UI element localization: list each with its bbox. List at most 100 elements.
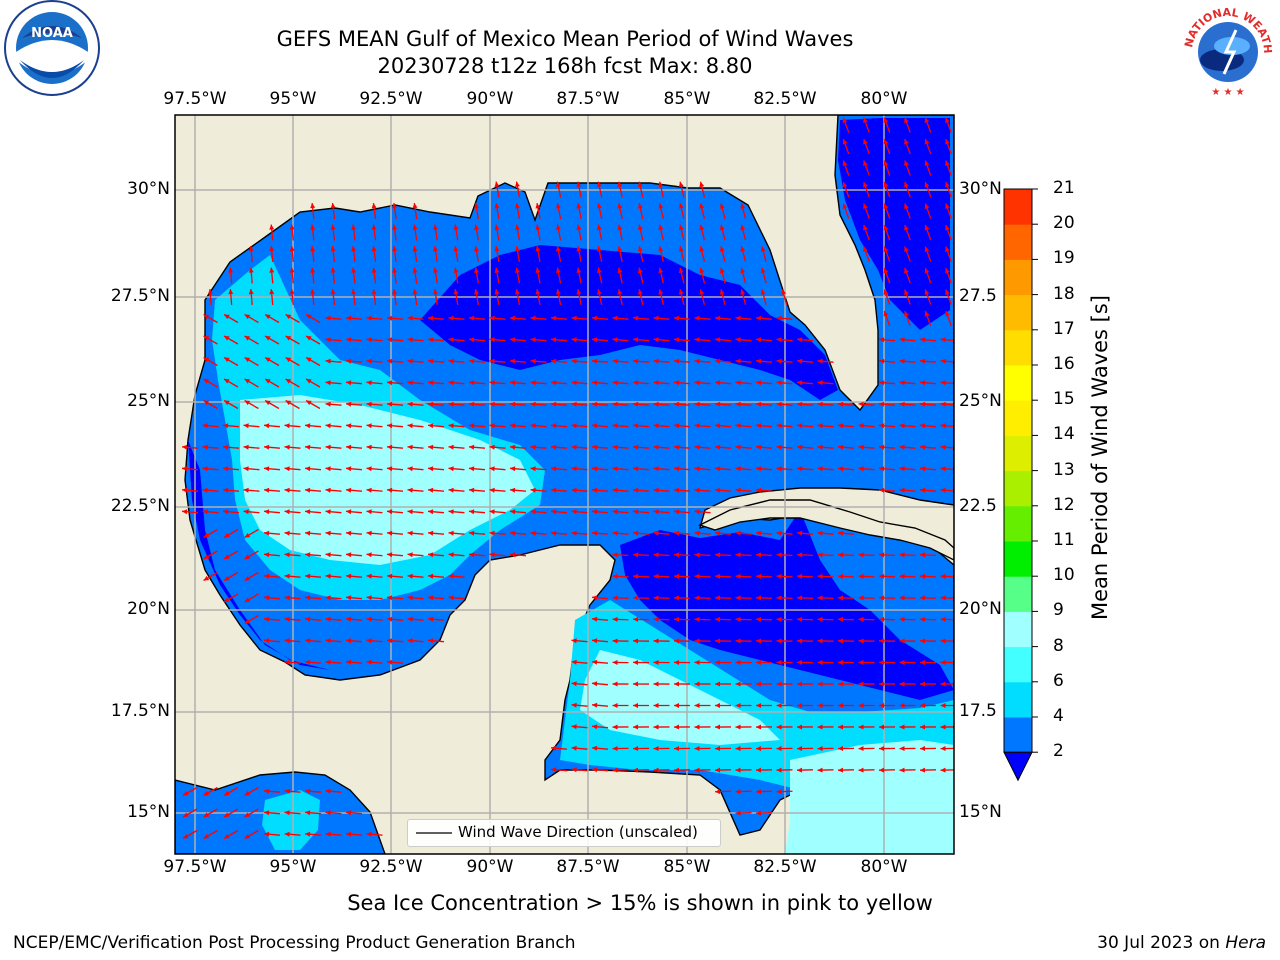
wind-arrow xyxy=(653,616,670,622)
wind-arrow xyxy=(632,595,650,601)
wind-arrow xyxy=(345,315,363,321)
wind-arrow xyxy=(878,746,896,752)
wind-arrow xyxy=(304,659,322,665)
wind-arrow xyxy=(515,267,521,284)
wind-arrow xyxy=(202,509,219,515)
wind-arrow xyxy=(304,444,322,450)
wind-arrow xyxy=(632,315,650,321)
wind-arrow xyxy=(673,724,691,730)
footer-host: Hera xyxy=(1225,933,1266,953)
wind-arrow xyxy=(904,224,911,241)
wind-arrow xyxy=(407,595,424,601)
wind-arrow xyxy=(919,423,937,429)
wind-arrow xyxy=(345,487,363,493)
chart-title: GEFS MEAN Gulf of Mexico Mean Period of … xyxy=(276,27,854,51)
wind-arrow xyxy=(203,378,218,388)
wind-arrow xyxy=(653,746,670,752)
wind-arrow xyxy=(632,703,650,709)
wind-arrow xyxy=(515,224,521,241)
wind-arrow xyxy=(325,788,342,794)
wind-arrow xyxy=(576,203,582,219)
wind-arrow xyxy=(919,552,937,558)
wind-arrow xyxy=(386,487,404,493)
wind-arrow xyxy=(796,358,814,364)
wind-arrow xyxy=(289,267,295,284)
wind-arrow xyxy=(612,444,629,450)
wind-arrow xyxy=(612,423,629,429)
wind-arrow xyxy=(612,638,629,644)
wind-arrow xyxy=(678,224,685,241)
wind-arrow xyxy=(653,659,670,665)
wind-arrow xyxy=(530,444,547,450)
wind-arrow xyxy=(694,358,711,364)
wind-arrow xyxy=(858,401,875,407)
wind-arrow xyxy=(678,289,685,305)
wind-arrow xyxy=(550,380,568,386)
wind-arrow xyxy=(945,117,952,133)
wind-arrow xyxy=(714,789,732,795)
wind-arrow xyxy=(530,358,547,364)
wind-arrow xyxy=(264,378,280,388)
footer-credit: NCEP/EMC/Verification Post Processing Pr… xyxy=(13,933,576,953)
wind-arrow xyxy=(883,203,891,219)
wind-arrow xyxy=(182,786,198,797)
wind-arrow xyxy=(919,681,937,687)
wind-arrow xyxy=(878,595,896,601)
wind-arrow xyxy=(392,267,398,284)
wind-arrow xyxy=(244,786,259,797)
wind-arrow xyxy=(576,246,582,262)
wind-arrow xyxy=(289,224,295,241)
wind-arrow xyxy=(571,423,588,429)
wind-arrow xyxy=(591,702,609,708)
wind-arrow xyxy=(714,595,732,601)
noaa-logo-text: NOAA xyxy=(31,26,73,41)
wind-arrow xyxy=(817,767,834,773)
wind-arrow xyxy=(755,595,773,601)
wind-arrow xyxy=(202,466,219,472)
wind-arrow xyxy=(223,399,239,410)
wind-arrow xyxy=(474,224,479,241)
wind-arrow xyxy=(244,808,259,818)
wind-arrow xyxy=(181,487,199,493)
wind-arrow xyxy=(673,401,691,407)
wind-arrow xyxy=(837,659,855,665)
wind-arrow xyxy=(345,358,363,364)
wind-arrow xyxy=(714,466,732,472)
wind-arrow xyxy=(304,552,322,558)
wind-arrow xyxy=(632,638,650,644)
wind-arrow xyxy=(571,638,588,644)
wind-arrow xyxy=(673,746,691,752)
wind-arrow xyxy=(330,202,336,220)
wind-arrow xyxy=(474,203,479,219)
wind-arrow xyxy=(755,638,773,644)
wind-arrow xyxy=(591,315,609,321)
wind-arrow xyxy=(223,550,239,560)
wind-arrow xyxy=(694,703,711,709)
wind-arrow xyxy=(842,138,850,155)
wind-arrow xyxy=(653,767,670,773)
wind-arrow xyxy=(263,573,281,579)
wind-arrow xyxy=(304,595,322,601)
wind-arrow xyxy=(366,659,383,665)
longitude-label: 80°W xyxy=(860,89,908,109)
wind-arrow xyxy=(489,444,506,450)
wind-arrow xyxy=(776,552,793,558)
wind-arrow xyxy=(392,224,398,241)
wind-arrow xyxy=(596,181,603,198)
wind-arrow xyxy=(325,595,342,601)
legend-line-icon xyxy=(416,832,452,834)
wind-arrow xyxy=(248,267,254,284)
wind-arrow xyxy=(345,831,363,837)
wind-arrow xyxy=(304,810,322,816)
wind-arrow xyxy=(776,789,793,795)
wind-arrow xyxy=(407,487,424,493)
wind-arrow xyxy=(285,399,300,410)
wind-arrow xyxy=(591,401,609,407)
wind-arrow xyxy=(386,552,404,558)
wind-arrow xyxy=(530,380,547,386)
wind-arrow xyxy=(468,337,486,343)
wind-arrow xyxy=(796,337,814,343)
wind-arrow xyxy=(269,288,275,306)
wind-arrow xyxy=(325,466,342,472)
wind-arrow xyxy=(899,703,916,709)
